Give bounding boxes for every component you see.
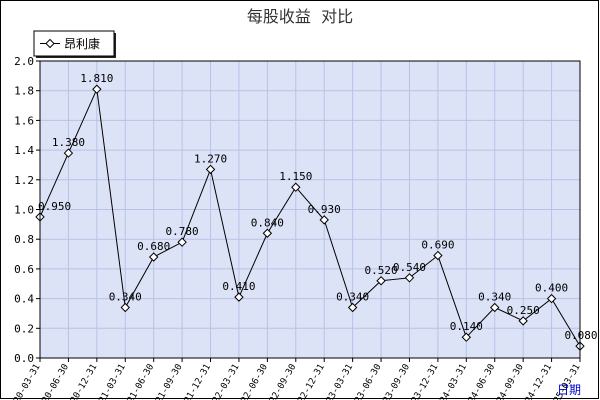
data-point xyxy=(546,293,557,304)
data-label: 0.250 xyxy=(507,304,540,317)
y-tick-label: 1.2 xyxy=(14,174,34,187)
legend-marker-diamond-icon xyxy=(45,38,55,49)
data-label: 0.930 xyxy=(308,203,341,216)
data-point xyxy=(461,332,472,342)
data-point xyxy=(404,273,415,283)
grid-lines xyxy=(40,61,580,358)
data-point xyxy=(319,215,329,225)
data-point xyxy=(177,237,187,247)
data-label: 0.340 xyxy=(478,291,511,304)
data-label: 0.340 xyxy=(336,291,369,304)
data-label: 0.540 xyxy=(393,261,426,274)
data-label: 0.780 xyxy=(166,225,199,238)
chart-title: 每股收益 对比 xyxy=(247,7,353,26)
data-point xyxy=(433,250,443,261)
y-tick-label: 0.6 xyxy=(14,263,34,276)
y-tick-label: 0.2 xyxy=(14,322,34,335)
data-label: 0.680 xyxy=(137,240,170,253)
legend-label: 昂利康 xyxy=(64,36,100,51)
data-label: 0.340 xyxy=(109,291,142,304)
data-label: 1.270 xyxy=(194,152,227,165)
data-label: 1.810 xyxy=(80,72,113,85)
series-line xyxy=(39,87,581,347)
data-label: 0.400 xyxy=(535,282,568,295)
data-point xyxy=(63,148,74,158)
data-label: 0.840 xyxy=(251,216,284,229)
data-label: 0.690 xyxy=(421,239,454,252)
data-point xyxy=(120,302,130,313)
data-point xyxy=(92,84,102,94)
data-label: 1.380 xyxy=(52,136,85,149)
y-tick-label: 2.0 xyxy=(14,55,34,68)
data-label: 0.140 xyxy=(450,320,483,333)
y-tick-label: 1.8 xyxy=(14,85,34,98)
data-label: 0.520 xyxy=(364,264,397,277)
series-group: 0.950 1.380 1.810 0.340 0.680 0.780 1.270 0.410… xyxy=(35,72,598,351)
x-axis-label: 日期 xyxy=(557,383,581,397)
data-point xyxy=(376,276,386,286)
data-point xyxy=(291,182,301,192)
data-point xyxy=(262,228,273,238)
y-tick-label: 1.0 xyxy=(14,204,34,217)
y-axis: 0.0 0.2 0.4 0.6 0.8 1.0 1.2 1.4 1.6 1.8 2.0 xyxy=(14,55,40,365)
y-tick-label: 0.0 xyxy=(14,352,34,365)
y-tick-label: 1.6 xyxy=(14,114,34,127)
data-point xyxy=(490,302,500,313)
data-label: 0.410 xyxy=(222,280,255,293)
data-label: 0.080 xyxy=(564,329,597,342)
y-tick-label: 0.4 xyxy=(14,293,34,306)
data-point xyxy=(234,292,244,302)
data-label: 1.150 xyxy=(279,170,312,183)
data-point xyxy=(347,302,358,313)
plot-frame xyxy=(39,60,581,359)
data-point xyxy=(205,164,216,175)
legend: 昂利康 xyxy=(33,30,116,58)
data-point xyxy=(148,252,159,262)
data-point xyxy=(518,316,528,326)
data-label: 0.950 xyxy=(38,200,71,213)
y-tick-label: 0.8 xyxy=(14,233,34,246)
y-tick-label: 1.4 xyxy=(14,144,34,157)
